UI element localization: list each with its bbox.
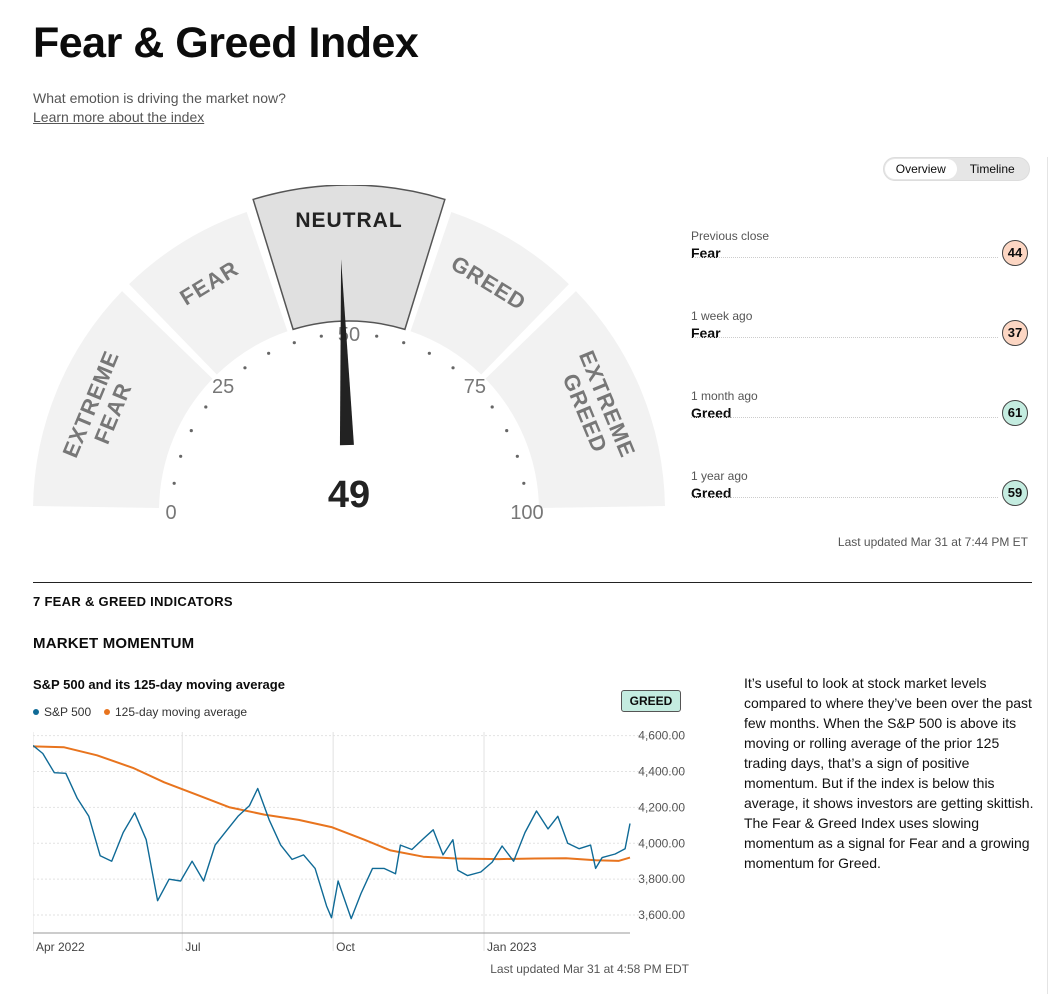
history-label: Fear — [691, 245, 721, 261]
history-item: 1 month ago Greed 61 — [691, 389, 1028, 426]
legend-item-sp500: S&P 500 — [33, 705, 91, 719]
gauge-bands — [33, 185, 665, 509]
history-when: 1 week ago — [691, 309, 753, 323]
history-label: Greed — [691, 485, 732, 501]
chart-series-moving-average-line — [33, 745, 631, 862]
history-score-badge: 44 — [1002, 240, 1028, 266]
legend-dot-icon — [104, 709, 110, 715]
history-item: Previous close Fear 44 — [691, 229, 1028, 266]
gauge-tick-dot — [515, 454, 519, 458]
gauge-tick-dot — [267, 351, 271, 355]
side-rule — [1047, 157, 1048, 994]
market-momentum-chart: 4,600.00 4,400.00 4,200.00 4,000.00 3,800.00… — [33, 729, 685, 954]
chart-y-tick-label: 4,400.00 — [638, 764, 685, 778]
chart-y-tick-label: 4,600.00 — [638, 729, 685, 743]
last-updated: Last updated Mar 31 at 7:44 PM ET — [837, 535, 1028, 549]
legend-label: 125-day moving average — [115, 705, 248, 719]
indicators-heading: 7 FEAR & GREED INDICATORS — [33, 594, 233, 609]
gauge-tick-dot — [505, 429, 509, 433]
gauge-tick-dot — [172, 481, 176, 485]
gauge-tick-label: 0 — [165, 502, 176, 524]
history-score-badge: 37 — [1002, 320, 1028, 346]
history-label: Fear — [691, 325, 721, 341]
indicator-description: It’s useful to look at stock market leve… — [744, 675, 1034, 871]
chart-x-tick-label: Jul — [185, 940, 200, 954]
history-leader-line — [691, 337, 998, 338]
tab-timeline[interactable]: Timeline — [969, 162, 1015, 176]
tab-overview[interactable]: Overview — [885, 159, 957, 179]
history-when: Previous close — [691, 229, 770, 243]
chart-x-tick-label: Oct — [336, 940, 355, 954]
gauge-tick-label: 75 — [464, 376, 486, 398]
history-score-badge: 61 — [1002, 400, 1028, 426]
history-when: 1 month ago — [691, 389, 758, 403]
history-leader-line — [691, 497, 998, 498]
gauge-tick-dot — [427, 351, 431, 355]
chart-grid — [33, 732, 685, 951]
legend-dot-icon — [33, 709, 39, 715]
gauge-segment-extreme-fear — [33, 291, 213, 509]
gauge-tick-dot — [490, 405, 494, 409]
gauge-value: 49 — [328, 474, 370, 516]
gauge-tick-dot — [319, 334, 323, 338]
history-item: 1 week ago Fear 37 — [691, 309, 1028, 346]
chart-y-tick-label: 4,200.00 — [638, 800, 685, 814]
view-toggle[interactable]: Overview Timeline — [883, 157, 1030, 181]
gauge-tick-dot — [402, 341, 406, 345]
gauge-value-circle — [285, 447, 413, 530]
chart-series-sp500-line — [33, 744, 631, 920]
gauge-needle-pointer — [339, 259, 354, 446]
gauge-tick-dot — [243, 366, 247, 370]
chart-y-tick-label: 3,800.00 — [638, 872, 685, 886]
learn-more-link[interactable]: Learn more about the index — [33, 109, 205, 125]
gauge-segment-greed — [410, 212, 569, 375]
gauge-segment-extreme-greed — [485, 291, 665, 509]
legend-item-moving-average: 125-day moving average — [104, 705, 247, 719]
page-title: Fear & Greed Index — [33, 19, 419, 67]
chart-x-tick-label: Apr 2022 — [36, 940, 85, 954]
gauge-tick-dots — [172, 334, 526, 485]
chart-x-tick-label: Jan 2023 — [487, 940, 537, 954]
gauge-tick-label: 100 — [510, 502, 543, 524]
page-subtitle: What emotion is driving the market now? — [33, 90, 286, 106]
history-when: 1 year ago — [691, 469, 748, 483]
gauge-segment-label: NEUTRAL — [295, 209, 402, 232]
chart-y-tick-label: 4,000.00 — [638, 836, 685, 850]
chart-y-tick-labels: 4,600.00 4,400.00 4,200.00 4,000.00 3,800.00… — [638, 729, 685, 922]
gauge-tick-dot — [179, 454, 183, 458]
chart-title: S&P 500 and its 125-day moving average — [33, 677, 285, 692]
gauge-tick-dot — [204, 405, 208, 409]
gauge-segment-fear — [129, 212, 288, 375]
chart-lines — [33, 744, 631, 920]
section-divider — [33, 582, 1032, 583]
indicator-title: MARKET MOMENTUM — [33, 635, 195, 652]
gauge-tick-dot — [522, 481, 526, 485]
history-item: 1 year ago Greed 59 — [691, 469, 1028, 506]
history-label: Greed — [691, 405, 732, 421]
chart-last-updated: Last updated Mar 31 at 4:58 PM EDT — [490, 962, 689, 976]
indicator-status-badge: GREED — [621, 690, 681, 712]
gauge-tick-dot — [451, 366, 455, 370]
fear-greed-gauge: EXTREMEFEARFEARNEUTRALGREEDEXTREMEGREED … — [33, 185, 665, 530]
history-leader-line — [691, 257, 998, 258]
chart-y-tick-label: 3,600.00 — [638, 908, 685, 922]
gauge-tick-dot — [292, 341, 296, 345]
gauge-tick-label: 25 — [212, 376, 234, 398]
gauge-tick-dot — [375, 334, 379, 338]
history-score-badge: 59 — [1002, 480, 1028, 506]
gauge-needle — [339, 259, 354, 446]
gauge-tick-dot — [189, 429, 193, 433]
legend-label: S&P 500 — [44, 705, 92, 719]
gauge-segment-neutral — [252, 185, 446, 331]
chart-x-tick-labels: Apr 2022 Jul Oct Jan 2023 — [36, 940, 537, 954]
history-leader-line — [691, 417, 998, 418]
